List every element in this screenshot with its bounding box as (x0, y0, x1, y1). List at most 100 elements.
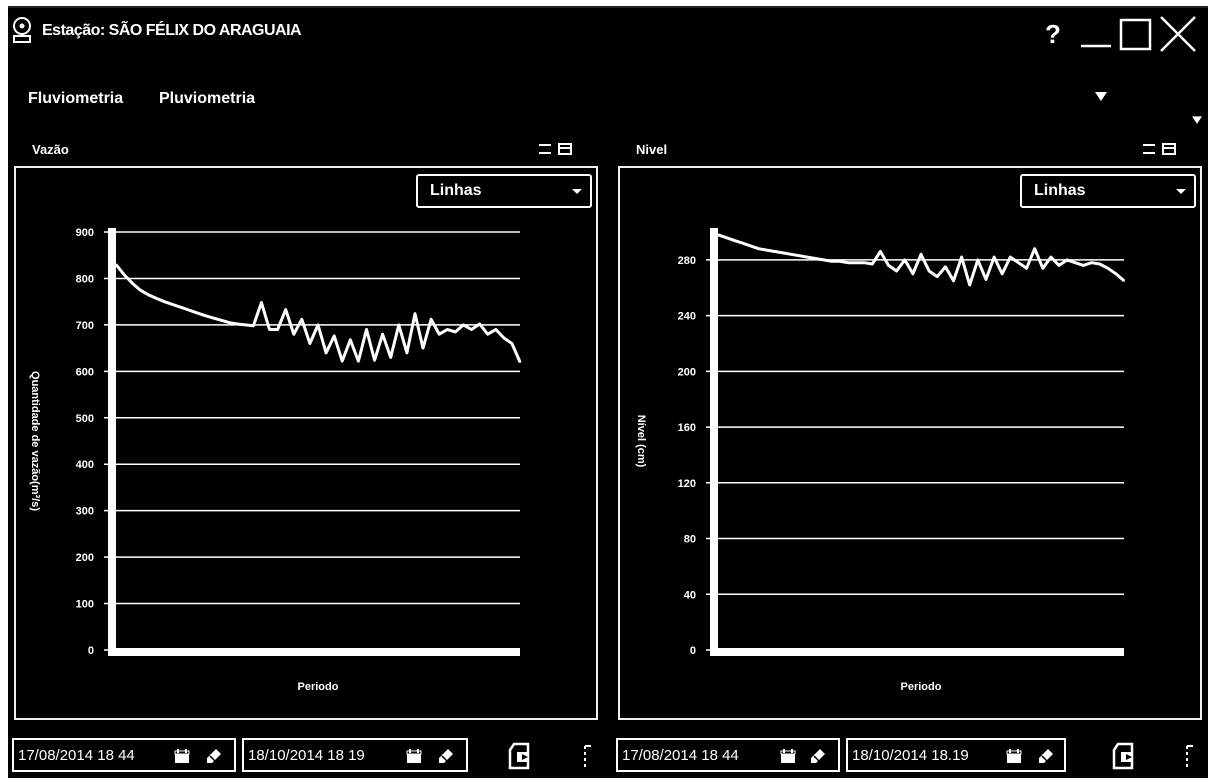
data-point (1098, 263, 1101, 266)
x-axis-label: Periodo (298, 681, 339, 693)
calendar-icon[interactable] (174, 748, 190, 764)
data-point (341, 360, 344, 363)
restore-icon[interactable] (1162, 142, 1176, 156)
data-point (510, 342, 513, 345)
data-point (822, 258, 825, 261)
data-point (773, 250, 776, 253)
data-point (863, 261, 866, 264)
end-date-field[interactable]: 18/10/2014 18.19 (846, 738, 1066, 772)
maximize-button[interactable] (1116, 14, 1156, 54)
data-point (203, 314, 206, 317)
data-point (462, 323, 465, 326)
eraser-icon[interactable] (206, 748, 222, 764)
calendar-icon[interactable] (780, 748, 796, 764)
minimize-icon (1081, 44, 1111, 48)
panel-title-nivel: Nivel (636, 142, 668, 157)
help-button[interactable]: ? (1045, 18, 1061, 49)
data-point (317, 323, 319, 326)
data-point (1049, 256, 1052, 259)
y-axis-bar (108, 228, 116, 654)
panel-controls-nivel (1142, 140, 1176, 158)
y-tick-label: 120 (678, 478, 696, 490)
y-axis-label: Quantidade de vazão(m³/s) (29, 371, 41, 511)
export-icon[interactable] (508, 742, 534, 770)
y-tick-label: 240 (678, 311, 696, 323)
data-point (887, 264, 890, 267)
data-point (960, 256, 963, 259)
chart-type-dropdown[interactable]: Linhas (416, 174, 592, 208)
data-point (1090, 261, 1093, 264)
data-point (1009, 256, 1012, 259)
data-point (1106, 267, 1109, 270)
data-point (486, 333, 489, 336)
y-tick-label: 160 (678, 422, 696, 434)
data-point (993, 256, 996, 259)
data-point (195, 311, 198, 314)
data-point (928, 270, 931, 273)
data-point (292, 333, 295, 336)
collapse-icon[interactable] (1142, 142, 1156, 156)
data-point (422, 347, 425, 350)
settings-icon[interactable] (582, 744, 594, 770)
data-point (1114, 272, 1117, 275)
data-point (879, 250, 882, 253)
data-point (365, 328, 368, 331)
data-point (806, 256, 809, 259)
data-point (430, 318, 433, 321)
minimize-button[interactable] (1076, 14, 1116, 54)
data-point (846, 261, 849, 264)
data-point (911, 272, 914, 275)
data-point (139, 289, 142, 292)
close-button[interactable] (1158, 14, 1198, 54)
data-point (300, 318, 303, 321)
data-point (838, 260, 841, 263)
eraser-icon[interactable] (438, 748, 454, 764)
menu-fluviometria[interactable]: Fluviometria (28, 90, 124, 107)
y-tick-label: 800 (76, 273, 94, 285)
data-point (179, 306, 182, 309)
chevron-down-icon (1176, 189, 1186, 194)
caret-down-icon[interactable] (1192, 116, 1202, 125)
data-point (798, 254, 801, 257)
calendar-icon[interactable] (1006, 748, 1022, 764)
restore-icon[interactable] (558, 142, 572, 156)
end-date-value: 18/10/2014 18.19 (852, 747, 969, 764)
eraser-icon[interactable] (1038, 748, 1054, 764)
data-point (1066, 258, 1069, 261)
station-window: Estação: SÃO FÉLIX DO ARAGUAIA ? Fluviom… (8, 6, 1208, 778)
data-point (944, 265, 947, 268)
caret-down-icon[interactable] (1095, 92, 1107, 102)
data-point (389, 356, 392, 359)
data-point (814, 257, 817, 260)
collapse-icon[interactable] (538, 142, 552, 156)
data-point (781, 251, 784, 254)
data-point (470, 328, 473, 331)
chart-type-dropdown[interactable]: Linhas (1020, 174, 1196, 208)
data-point (244, 323, 247, 326)
start-date-field[interactable]: 17/08/2014 18 44 (616, 738, 840, 772)
data-point (765, 249, 768, 252)
calendar-icon[interactable] (406, 748, 422, 764)
data-point (155, 297, 158, 300)
y-tick-label: 500 (76, 413, 94, 425)
data-point (163, 300, 166, 303)
export-icon[interactable] (1112, 742, 1138, 770)
menu-pluviometria[interactable]: Pluviometria (159, 90, 256, 107)
data-point (494, 328, 497, 331)
start-date-value: 17/08/2014 18 44 (18, 747, 135, 764)
data-point (895, 270, 898, 273)
chevron-down-icon (572, 189, 582, 194)
start-date-field[interactable]: 17/08/2014 18 44 (12, 738, 236, 772)
end-date-field[interactable]: 18/10/2014 18 19 (242, 738, 468, 772)
eraser-icon[interactable] (810, 748, 826, 764)
chart-vazao-canvas: 0 100 200 300 400 500 600 700 800 900 Periodo Quant… (29, 227, 522, 693)
settings-icon[interactable] (1184, 744, 1196, 770)
data-point (968, 283, 971, 286)
data-point (976, 258, 979, 261)
x-axis-label: Periodo (901, 681, 942, 693)
maximize-icon (1119, 18, 1152, 51)
menu-bar: Fluviometria Pluviometria (8, 90, 1208, 124)
data-point (252, 324, 255, 327)
data-point (749, 244, 752, 247)
data-point (276, 328, 279, 331)
